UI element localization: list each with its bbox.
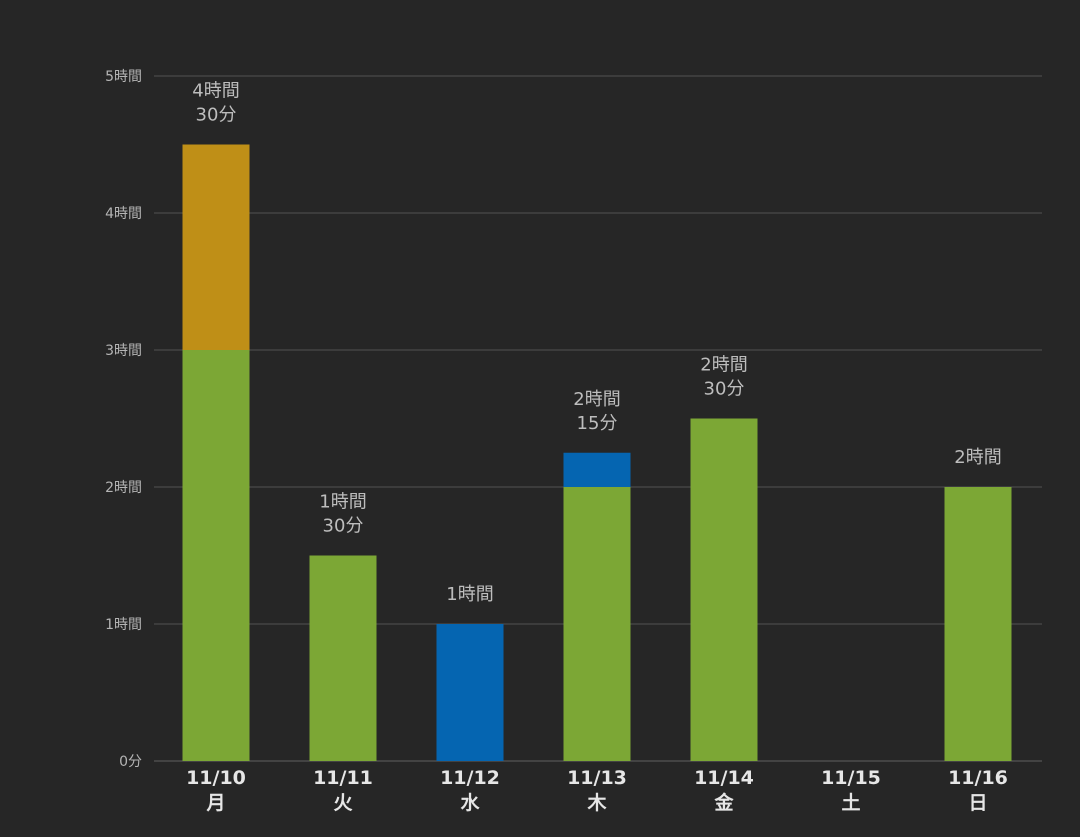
y-tick-label: 4時間: [105, 206, 142, 222]
x-tick-weekday: 水: [460, 792, 480, 814]
bar-total-label: 1時間: [319, 492, 366, 513]
x-tick-date: 11/16: [948, 767, 1008, 789]
bar-total-label: 2時間: [573, 389, 620, 410]
bar-segment-gold: [182, 144, 250, 350]
bar-total-label: 4時間: [192, 81, 239, 102]
x-tick-weekday: 土: [841, 792, 860, 814]
bar-total-label: 1時間: [446, 584, 493, 605]
x-axis: 11/10 月 11/11 火 11/12 水 11/13木 11/14金 11/15 土 11/1…: [186, 767, 1008, 814]
x-tick-weekday: 火: [333, 792, 353, 814]
y-tick-label: 2時間: [105, 480, 142, 496]
x-tick-date: 11/15: [821, 767, 881, 789]
bar-total-label: 2時間: [954, 447, 1001, 468]
x-tick-date: 11/11: [313, 767, 373, 789]
bar-total-label: 15分: [577, 413, 618, 434]
y-axis: 0分 1時間 2時間 3時間 4時間 5時間: [105, 69, 142, 770]
bar-segment-blue: [563, 452, 631, 487]
bar-segment-green: [563, 487, 631, 761]
x-tick-date: 11/12: [440, 767, 500, 789]
y-tick-label: 0分: [119, 754, 142, 770]
bar-segment-green: [309, 555, 377, 761]
bar-segment-green: [690, 418, 758, 761]
bars: [182, 144, 1012, 761]
x-tick-date: 11/10: [186, 767, 246, 789]
total-labels: 4時間 30分 1時間 30分 1時間 2時間 15分 2時間 30分 2時間: [192, 81, 1001, 606]
x-tick-weekday: 金: [713, 791, 734, 814]
bar-total-label: 2時間: [700, 355, 747, 376]
bar-total-label: 30分: [196, 105, 237, 126]
x-tick-weekday: 木: [586, 791, 607, 814]
y-tick-label: 1時間: [105, 617, 142, 633]
bar-total-label: 30分: [704, 379, 745, 400]
x-tick-weekday: 月: [205, 792, 225, 814]
bar-segment-green: [182, 350, 250, 761]
bar-segment-blue: [436, 624, 504, 761]
y-tick-label: 3時間: [105, 343, 142, 359]
bar-segment-green: [944, 487, 1012, 761]
x-tick-weekday: 日: [968, 792, 987, 814]
y-tick-label: 5時間: [105, 69, 142, 85]
x-tick-date: 11/13: [567, 767, 627, 789]
x-tick-date: 11/14: [694, 767, 754, 789]
bar-total-label: 30分: [323, 516, 364, 537]
